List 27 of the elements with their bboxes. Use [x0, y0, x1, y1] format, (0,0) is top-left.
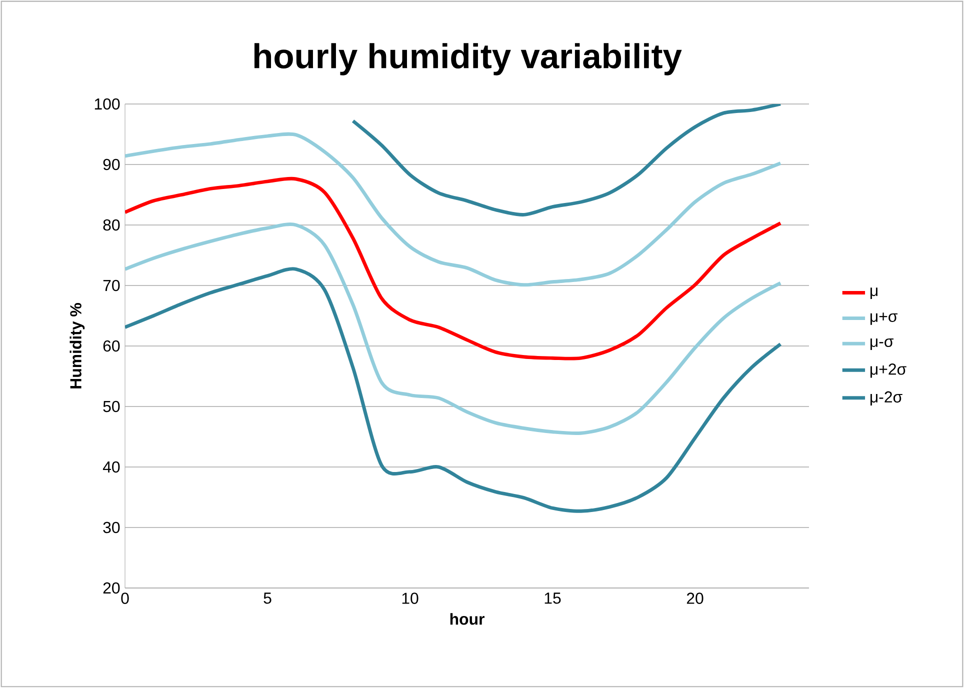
- legend-label: μ+2σ: [870, 364, 906, 378]
- x-tick-label: 5: [264, 592, 272, 604]
- legend-label: μ: [870, 288, 878, 300]
- line-series: [125, 267, 782, 513]
- legend-label: μ-2σ: [870, 391, 902, 406]
- y-tick-label: 20: [103, 582, 120, 594]
- x-tick-label: 20: [686, 592, 704, 604]
- line-series: [351, 104, 782, 216]
- y-tick-label: 100: [94, 98, 120, 110]
- x-tick-label: 10: [402, 592, 418, 604]
- y-tick-label: 80: [103, 219, 120, 231]
- y-tick-label: 40: [102, 461, 120, 473]
- line-series: [125, 132, 782, 287]
- y-tick-label: 90: [103, 158, 120, 170]
- y-tick-label: 60: [103, 340, 120, 352]
- line-series: [125, 222, 782, 436]
- x-tick-label: 15: [544, 592, 561, 604]
- x-axis-title: hour: [450, 613, 484, 625]
- y-tick-label: 50: [103, 400, 120, 412]
- legend-label: μ-σ: [870, 338, 894, 350]
- y-tick-label: 70: [103, 280, 120, 292]
- line-series: [125, 177, 782, 360]
- chart-title: hourly humidity variability: [254, 43, 682, 76]
- x-tick-label: 0: [121, 592, 129, 604]
- y-tick-label: 30: [103, 522, 120, 534]
- legend-label: μ+σ: [870, 312, 898, 325]
- y-axis-title: Humidity %: [70, 303, 85, 388]
